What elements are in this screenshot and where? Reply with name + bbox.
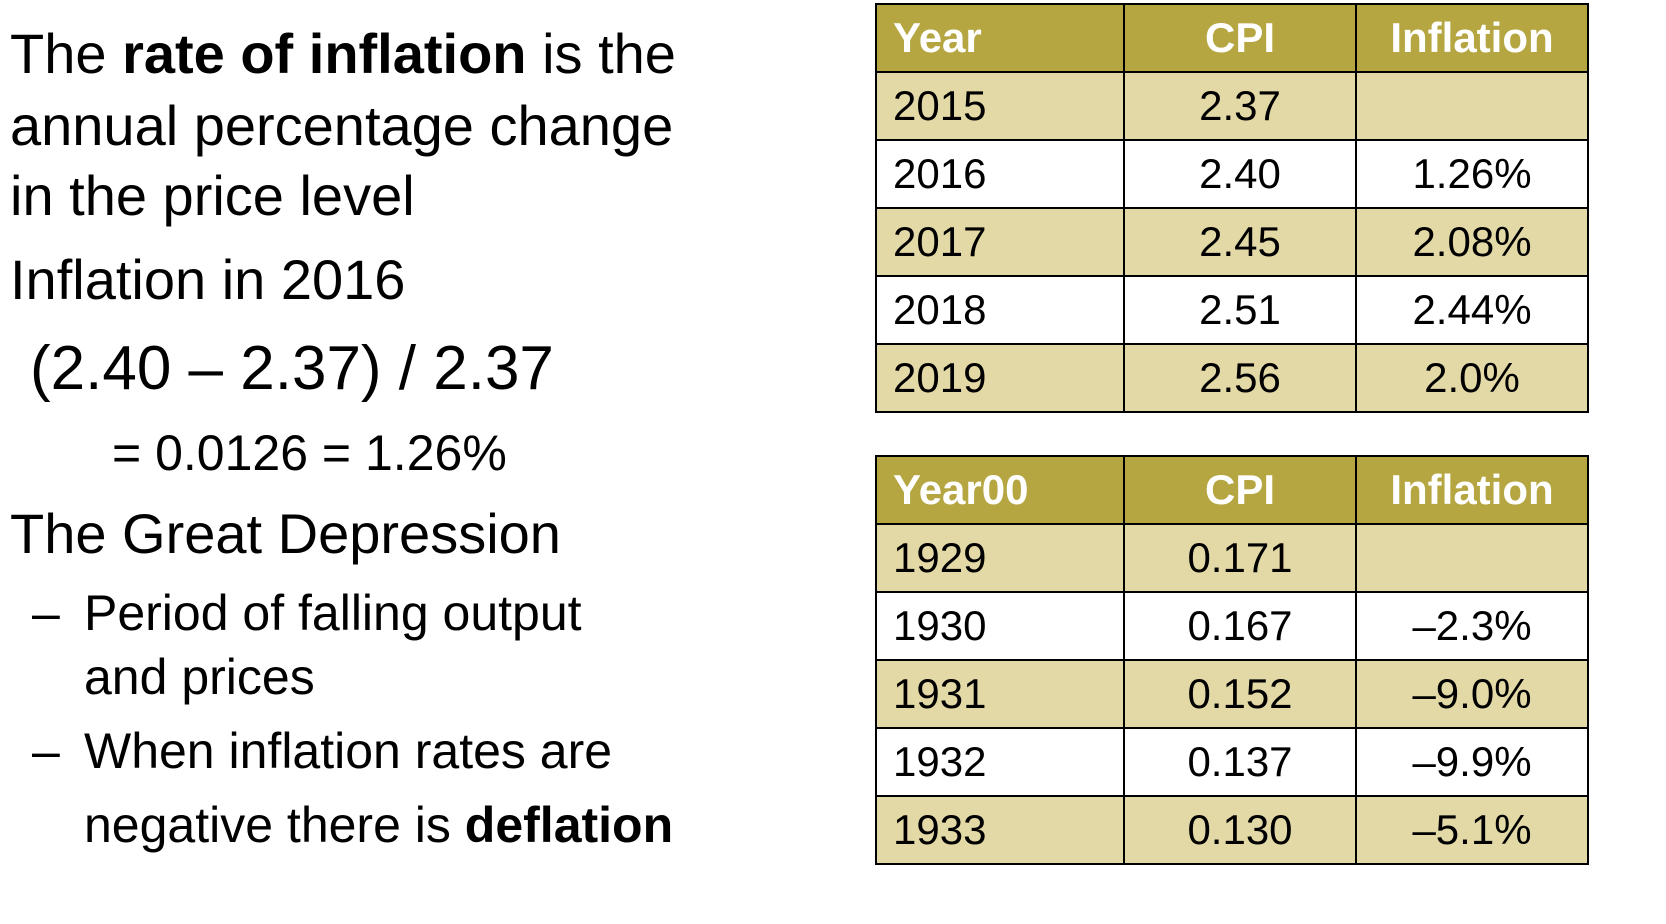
table-row: 1931 0.152 –9.0% <box>875 659 1589 729</box>
table-row: 1929 0.171 <box>875 523 1589 593</box>
table-recent-cpi: Year CPI Inflation 2015 2.37 2016 2.40 1… <box>875 3 1589 413</box>
table-depression-cpi: Year00 CPI Inflation 1929 0.171 1930 0.1… <box>875 455 1589 865</box>
definition-line-2: annual percentage change <box>10 94 674 157</box>
bullet-2-line-1: When inflation rates are <box>84 723 613 779</box>
cell-inflation: –5.1% <box>1355 795 1589 865</box>
depression-heading: The Great Depression <box>10 502 561 565</box>
cell-cpi: 2.51 <box>1123 275 1357 345</box>
cell-cpi: 0.152 <box>1123 659 1357 729</box>
cell-cpi: 0.130 <box>1123 795 1357 865</box>
cell-year: 1931 <box>875 659 1125 729</box>
cell-inflation: –9.0% <box>1355 659 1589 729</box>
cell-year: 2017 <box>875 207 1125 277</box>
cell-year: 2018 <box>875 275 1125 345</box>
table-row: 2019 2.56 2.0% <box>875 343 1589 413</box>
table-header-row: Year CPI Inflation <box>875 3 1589 73</box>
cell-year: 2015 <box>875 71 1125 141</box>
table-row: 2018 2.51 2.44% <box>875 275 1589 345</box>
table-row: 1933 0.130 –5.1% <box>875 795 1589 865</box>
term-deflation: deflation <box>464 797 674 853</box>
cell-year: 1933 <box>875 795 1125 865</box>
cell-cpi: 2.37 <box>1123 71 1357 141</box>
table-row: 1932 0.137 –9.9% <box>875 727 1589 797</box>
bullet-2-line-2: negative there is deflation <box>84 800 673 850</box>
definition-line-3: in the price level <box>10 164 415 227</box>
definition-lead: The <box>10 22 123 85</box>
cell-inflation: 2.44% <box>1355 275 1589 345</box>
cell-cpi: 0.171 <box>1123 523 1357 593</box>
header-year: Year00 <box>875 455 1125 525</box>
bullet-dash-1: – <box>32 585 60 641</box>
table-row: 2017 2.45 2.08% <box>875 207 1589 277</box>
table-row: 2015 2.37 <box>875 71 1589 141</box>
table-row: 1930 0.167 –2.3% <box>875 591 1589 661</box>
cell-inflation <box>1355 71 1589 141</box>
cell-year: 2016 <box>875 139 1125 209</box>
example-heading: Inflation in 2016 <box>10 248 406 311</box>
cell-cpi: 0.167 <box>1123 591 1357 661</box>
table-header-row: Year00 CPI Inflation <box>875 455 1589 525</box>
bullet-dash-2: – <box>32 723 60 779</box>
header-cpi: CPI <box>1123 3 1357 73</box>
cell-cpi: 2.45 <box>1123 207 1357 277</box>
header-cpi: CPI <box>1123 455 1357 525</box>
cell-inflation: –9.9% <box>1355 727 1589 797</box>
cell-inflation: 2.08% <box>1355 207 1589 277</box>
header-inflation: Inflation <box>1355 3 1589 73</box>
definition-tail: is the <box>526 22 676 85</box>
cell-year: 1930 <box>875 591 1125 661</box>
table-row: 2016 2.40 1.26% <box>875 139 1589 209</box>
cell-cpi: 2.40 <box>1123 139 1357 209</box>
bullet-2-lead: negative there is <box>84 797 465 853</box>
cell-inflation: –2.3% <box>1355 591 1589 661</box>
cell-inflation: 2.0% <box>1355 343 1589 413</box>
definition-line-1: The rate of inflation is the <box>10 26 676 82</box>
cell-cpi: 2.56 <box>1123 343 1357 413</box>
example-formula: (2.40 – 2.37) / 2.37 <box>30 334 554 403</box>
cell-inflation <box>1355 523 1589 593</box>
header-inflation: Inflation <box>1355 455 1589 525</box>
header-year: Year <box>875 3 1125 73</box>
term-rate-of-inflation: rate of inflation <box>122 22 527 85</box>
example-result: = 0.0126 = 1.26% <box>112 425 507 481</box>
cell-year: 2019 <box>875 343 1125 413</box>
cell-year: 1929 <box>875 523 1125 593</box>
cell-year: 1932 <box>875 727 1125 797</box>
bullet-1-line-1: Period of falling output <box>84 585 582 641</box>
cell-inflation: 1.26% <box>1355 139 1589 209</box>
bullet-1-line-2: and prices <box>84 649 315 705</box>
cell-cpi: 0.137 <box>1123 727 1357 797</box>
